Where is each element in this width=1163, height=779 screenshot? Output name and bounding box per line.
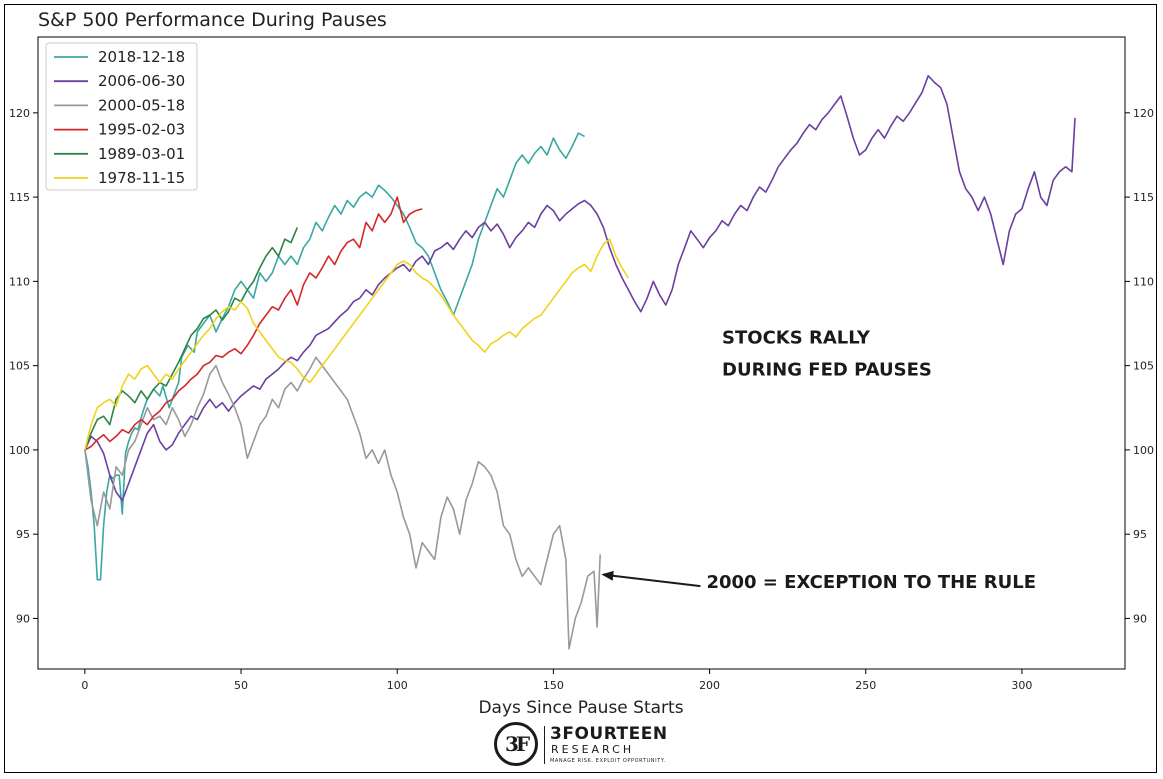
logo-divider xyxy=(544,726,545,764)
series-layer xyxy=(84,75,1076,650)
logo-mark: 3F xyxy=(504,732,530,756)
legend: 2018-12-18 2006-06-30 2000-05-18 1995-02-03… xyxy=(45,42,198,191)
x-axis: 0 50 100 150 200 250 300 xyxy=(81,669,1032,692)
chart-frame xyxy=(4,4,1157,773)
y-axis-left: 90 95 100 105 110 115 120 xyxy=(9,107,38,625)
logo-name: 3FOURTEEN xyxy=(550,724,668,744)
y-tick-label-left-2: 100 xyxy=(9,444,30,457)
logo-mark-icon xyxy=(494,722,538,766)
chart-title: S&P 500 Performance During Pauses xyxy=(38,9,387,31)
legend-label-0: 2018-12-18 xyxy=(98,48,185,66)
x-tick-label-0: 0 xyxy=(81,679,88,692)
legend-label-1: 2006-06-30 xyxy=(98,72,185,90)
y-tick-label-right-0: 90 xyxy=(1133,612,1147,625)
series-line-2018-12-18 xyxy=(84,132,585,581)
x-tick-label-6: 300 xyxy=(1011,679,1032,692)
x-tick-label-1: 50 xyxy=(234,679,248,692)
annotation-0-line-1: DURING FED PAUSES xyxy=(722,360,932,381)
logo: 3F 3FOURTEEN RESEARCH MANAGE RISK. EXPLO… xyxy=(494,722,674,770)
series-line-2006-06-30 xyxy=(84,75,1076,502)
series-line-2000-05-18 xyxy=(84,356,601,650)
y-tick-label-left-0: 90 xyxy=(16,612,30,625)
y-tick-label-left-6: 120 xyxy=(9,107,30,120)
annotation-layer: STOCKS RALLY DURING FED PAUSES 2000 = EXCE… xyxy=(601,328,1036,593)
plot-area xyxy=(37,36,1126,670)
y-tick-label-right-6: 120 xyxy=(1133,107,1154,120)
y-tick-label-left-1: 95 xyxy=(16,528,30,541)
x-tick-label-3: 150 xyxy=(543,679,564,692)
legend-label-3: 1995-02-03 xyxy=(98,121,185,139)
x-tick-label-2: 100 xyxy=(387,679,408,692)
annotation-0-line-0: STOCKS RALLY xyxy=(722,328,871,349)
x-axis-label: Days Since Pause Starts xyxy=(478,698,683,718)
y-tick-label-left-5: 115 xyxy=(9,191,30,204)
annotation-1-line-0: 2000 = EXCEPTION TO THE RULE xyxy=(706,572,1036,593)
y-tick-label-left-3: 105 xyxy=(9,360,30,373)
series-line-1978-11-15 xyxy=(84,238,630,451)
series-line-1995-02-03 xyxy=(84,196,423,451)
y-tick-label-right-2: 100 xyxy=(1133,444,1154,457)
logo-subtitle: RESEARCH xyxy=(551,743,635,756)
y-tick-label-right-3: 105 xyxy=(1133,360,1154,373)
y-tick-label-right-4: 110 xyxy=(1133,275,1154,288)
x-tick-label-5: 250 xyxy=(855,679,876,692)
annotation-arrow-1 xyxy=(601,570,701,588)
y-axis-right: 90 95 100 105 110 115 120 xyxy=(1125,107,1154,625)
legend-label-4: 1989-03-01 xyxy=(98,145,185,163)
x-tick-label-4: 200 xyxy=(699,679,720,692)
y-tick-label-right-1: 95 xyxy=(1133,528,1147,541)
y-tick-label-left-4: 110 xyxy=(9,275,30,288)
legend-label-2: 2000-05-18 xyxy=(98,96,185,114)
legend-label-5: 1978-11-15 xyxy=(98,169,185,187)
logo-tagline: MANAGE RISK. EXPLOIT OPPORTUNITY. xyxy=(550,758,666,764)
y-tick-label-right-5: 115 xyxy=(1133,191,1154,204)
